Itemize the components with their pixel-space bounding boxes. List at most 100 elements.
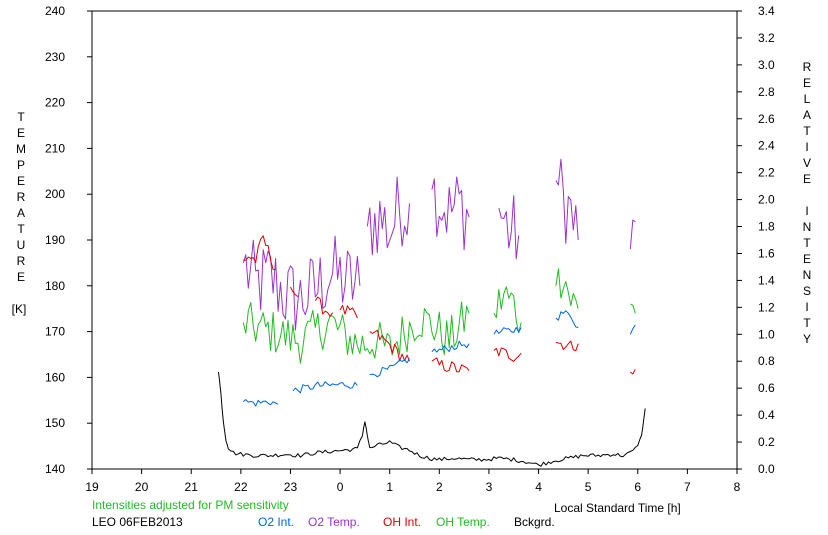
left-axis-label-letter: T <box>17 110 25 124</box>
right-axis-label-letter: I <box>805 204 808 218</box>
series-line-o2-temp <box>431 176 470 251</box>
right-tick-label: 2.6 <box>758 112 775 126</box>
series-line-oh-int <box>290 286 299 298</box>
x-tick-label: 23 <box>284 480 298 494</box>
left-tick-label: 230 <box>45 50 65 64</box>
series-line-oh-int <box>629 369 636 375</box>
right-tick-label: 0.4 <box>758 408 775 422</box>
right-tick-label: 1.4 <box>758 273 775 287</box>
series-line-bckgrd <box>218 371 646 467</box>
right-axis-label-letter: I <box>805 140 808 154</box>
right-tick-label: 3.4 <box>758 4 775 18</box>
left-axis-unit: [K] <box>12 302 27 316</box>
left-tick-label: 170 <box>45 325 65 339</box>
plot-area <box>91 10 738 470</box>
left-tick-label: 160 <box>45 370 65 384</box>
series-line-oh-int <box>243 235 276 271</box>
x-tick-label: 5 <box>585 480 592 494</box>
series-line-oh-int <box>555 340 579 352</box>
series-line-oh-int <box>431 357 470 373</box>
right-axis-label-letter: L <box>804 92 811 106</box>
series-line-oh-temp <box>630 303 636 314</box>
right-tick-label: 0.8 <box>758 354 775 368</box>
left-axis-label-letter: E <box>17 270 25 284</box>
left-tick-label: 150 <box>45 416 65 430</box>
right-axis-label-letter: T <box>803 236 811 250</box>
x-tick-label: 22 <box>234 480 248 494</box>
x-tick-label: 4 <box>535 480 542 494</box>
left-axis-label-letter: R <box>17 254 26 268</box>
legend-oh-int: OH Int. <box>383 515 421 529</box>
right-tick-label: 2.0 <box>758 193 775 207</box>
series-line-o2-temp <box>555 158 579 244</box>
right-tick-label: 2.8 <box>758 85 775 99</box>
right-tick-label: 1.6 <box>758 246 775 260</box>
left-tick-label: 190 <box>45 233 65 247</box>
right-tick-label: 1.2 <box>758 300 775 314</box>
right-axis-label-letter: T <box>803 124 811 138</box>
legend-bckgrd: Bckgrd. <box>514 515 555 529</box>
series-line-o2-int <box>369 358 410 378</box>
series-layer <box>218 158 646 467</box>
series-line-oh-int <box>339 304 358 319</box>
legend-o2-int: O2 Int. <box>258 515 294 529</box>
x-tick-label: 6 <box>634 480 641 494</box>
left-axis-label-letter: R <box>17 190 26 204</box>
series-line-o2-temp <box>629 219 636 250</box>
x-tick-label: 2 <box>436 480 443 494</box>
series-line-o2-int <box>555 310 579 329</box>
right-axis-label-letter: R <box>803 60 812 74</box>
right-axis-label-letter: E <box>803 76 811 90</box>
left-tick-label: 200 <box>45 187 65 201</box>
x-tick-label: 8 <box>734 480 741 494</box>
series-line-oh-int <box>369 329 410 362</box>
right-axis-label-letter: N <box>803 268 812 282</box>
series-line-oh-temp <box>242 301 470 364</box>
right-tick-label: 0.2 <box>758 435 775 449</box>
left-tick-label: 210 <box>45 141 65 155</box>
x-axis-ticks: 19 20 21 22 23 0 1 2 3 4 5 6 7 8 <box>85 469 741 494</box>
left-tick-label: 180 <box>45 279 65 293</box>
right-axis-ticks: 0.0 0.2 0.4 0.6 0.8 1.0 1.2 1.4 1.6 1.8 2.0 2.2 2.4 2… <box>737 4 775 476</box>
sensitivity-note: Intensities adjusted for PM sensitivity <box>92 498 289 512</box>
left-axis-label-letter: E <box>17 174 25 188</box>
right-tick-label: 3.2 <box>758 31 775 45</box>
right-axis-label-letter: E <box>803 172 811 186</box>
right-tick-label: 1.0 <box>758 327 775 341</box>
series-line-o2-int <box>493 327 522 335</box>
legend-oh-temp: OH Temp. <box>436 515 490 529</box>
left-tick-label: 140 <box>45 462 65 476</box>
x-tick-label: 3 <box>486 480 493 494</box>
series-line-o2-int <box>242 399 279 407</box>
right-tick-label: 0.6 <box>758 381 775 395</box>
right-tick-label: 0.0 <box>758 462 775 476</box>
series-line-o2-temp <box>242 235 361 331</box>
legend: O2 Int. O2 Temp. OH Int. OH Temp. Bckgrd… <box>258 515 555 529</box>
left-axis-ticks: 140 150 160 170 180 190 200 210 220 230 240 <box>45 4 92 476</box>
station-date: LEO 06FEB2013 <box>92 515 183 529</box>
right-axis-label-letter: N <box>803 220 812 234</box>
right-tick-label: 2.4 <box>758 139 775 153</box>
left-axis-label-letter: M <box>16 142 26 156</box>
x-tick-label: 20 <box>135 480 149 494</box>
left-tick-label: 240 <box>45 4 65 18</box>
right-axis-label-letter: S <box>803 284 811 298</box>
x-tick-label: 19 <box>85 480 99 494</box>
left-axis-label-letter: P <box>17 158 25 172</box>
right-tick-label: 2.2 <box>758 166 775 180</box>
right-axis-label-letter: Y <box>803 332 811 346</box>
series-line-o2-temp <box>498 195 520 260</box>
left-axis-label-letter: U <box>17 238 26 252</box>
right-tick-label: 1.8 <box>758 220 775 234</box>
series-line-oh-temp <box>555 268 579 309</box>
left-axis-label-letter: A <box>17 206 25 220</box>
left-axis-label-letter: E <box>17 126 25 140</box>
x-tick-label: 0 <box>337 480 344 494</box>
left-tick-label: 220 <box>45 96 65 110</box>
right-axis-label-letter: I <box>805 300 808 314</box>
series-line-oh-int <box>493 347 522 362</box>
series-line-oh-int <box>314 296 334 317</box>
right-axis-label-letter: V <box>803 156 811 170</box>
